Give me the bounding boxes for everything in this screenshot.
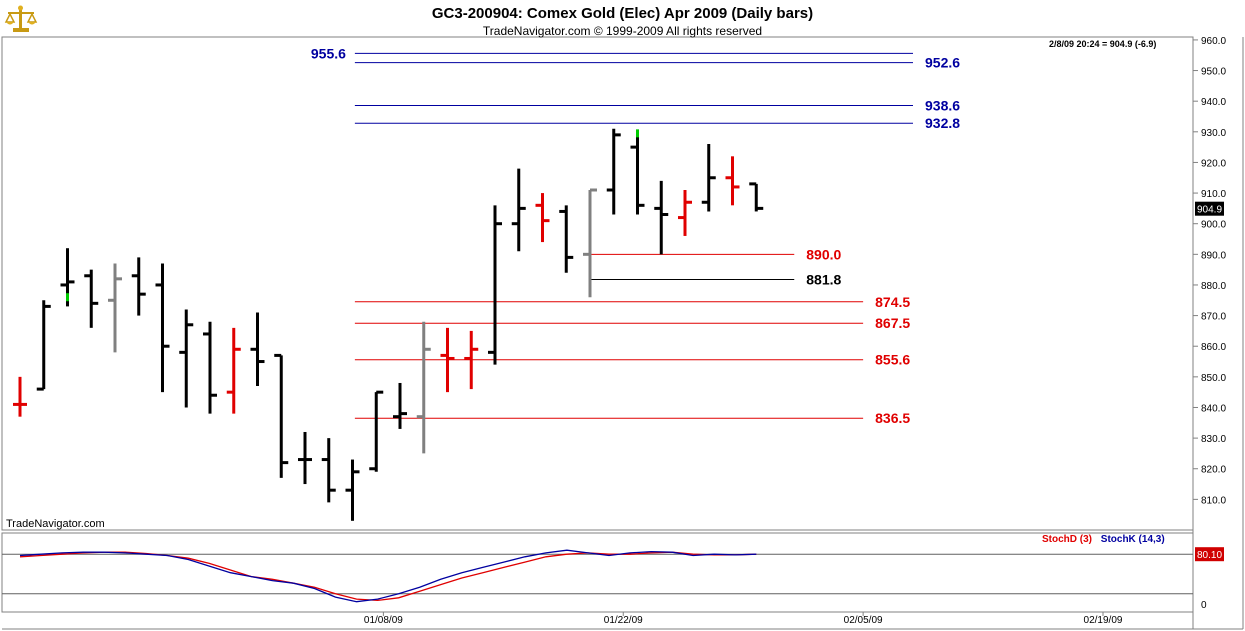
- price-axis-ticks: 960.0 950.0 940.0 930.0 920.0 910.0 900.0 890.0…: [1193, 36, 1226, 506]
- level-label: 952.6: [925, 55, 960, 71]
- y-tick-label: 870.0: [1201, 312, 1226, 323]
- x-tick-label: 01/08/09: [364, 615, 403, 626]
- y-tick-label: 930.0: [1201, 128, 1226, 139]
- y-tick-label: 900.0: [1201, 220, 1226, 231]
- last-price-box: [1195, 201, 1224, 216]
- stoch-d-line: [19, 551, 757, 602]
- price-bars: 904.9: [13, 128, 1224, 521]
- level-label: 836.5: [875, 410, 910, 426]
- level-label: 867.5: [875, 315, 910, 331]
- level-label: 955.6: [311, 45, 346, 61]
- stoch-value-box: [1195, 547, 1224, 562]
- chart-title: GC3-200904: Comex Gold (Elec) Apr 2009 (…: [431, 5, 814, 22]
- timestamp-readout: 2/8/09 20:24 = 904.9 (-6.9): [1049, 39, 1157, 49]
- y-tick-label: 940.0: [1201, 97, 1226, 108]
- x-tick-label: 02/19/09: [1084, 615, 1123, 626]
- chart-frame: [1, 36, 1244, 630]
- y-tick-label: 810.0: [1201, 495, 1226, 506]
- y-tick-label: 840.0: [1201, 403, 1226, 414]
- y-tick-label: 860.0: [1201, 342, 1226, 353]
- stoch-k-line: [19, 549, 757, 603]
- last-price-label: 904.9: [1197, 205, 1222, 216]
- y-tick-label: 910.0: [1201, 189, 1226, 200]
- price-panel-border: [1, 36, 1194, 531]
- support-resistance-levels: 955.6 952.6 938.6 932.8 890.0 881.8 874.5 867.5…: [311, 45, 960, 426]
- stochastic-legend: StochD (3) StochK (14,3): [1042, 534, 1165, 545]
- scales-icon: [4, 5, 38, 32]
- stochastic-panel-border: [1, 532, 1194, 613]
- y-tick-label: 830.0: [1201, 434, 1226, 445]
- y-tick-label: 950.0: [1201, 67, 1226, 78]
- green-marker: [636, 129, 639, 138]
- y-tick-label: 880.0: [1201, 281, 1226, 292]
- level-label: 938.6: [925, 97, 960, 113]
- y-tick-label: 890.0: [1201, 250, 1226, 261]
- level-label: 932.8: [925, 115, 960, 131]
- y-tick-label: 920.0: [1201, 158, 1226, 169]
- level-label: 855.6: [875, 352, 910, 368]
- x-tick-label: 02/05/09: [844, 615, 883, 626]
- y-tick-label: 820.0: [1201, 465, 1226, 476]
- level-label: 881.8: [806, 271, 841, 287]
- y-tick-label: 850.0: [1201, 373, 1226, 384]
- level-label: 874.5: [875, 294, 910, 310]
- stoch-value-label: 80.10: [1197, 550, 1222, 561]
- stoch-d-legend: StochD (3): [1042, 534, 1092, 545]
- watermark: TradeNavigator.com: [6, 518, 105, 530]
- x-tick-label: 01/22/09: [604, 615, 643, 626]
- y-tick-label: 960.0: [1201, 36, 1226, 47]
- stoch-k-legend: StochK (14,3): [1100, 534, 1165, 545]
- stochastic-panel: 80.10 0: [2, 547, 1224, 611]
- stoch-axis-label: 0: [1201, 600, 1207, 611]
- date-axis: 01/08/09 01/22/09 02/05/09 02/19/09: [364, 612, 1123, 626]
- copyright-subtitle: TradeNavigator.com © 1999-2009 All right…: [482, 24, 763, 38]
- level-label: 890.0: [806, 246, 841, 262]
- green-marker: [66, 293, 69, 302]
